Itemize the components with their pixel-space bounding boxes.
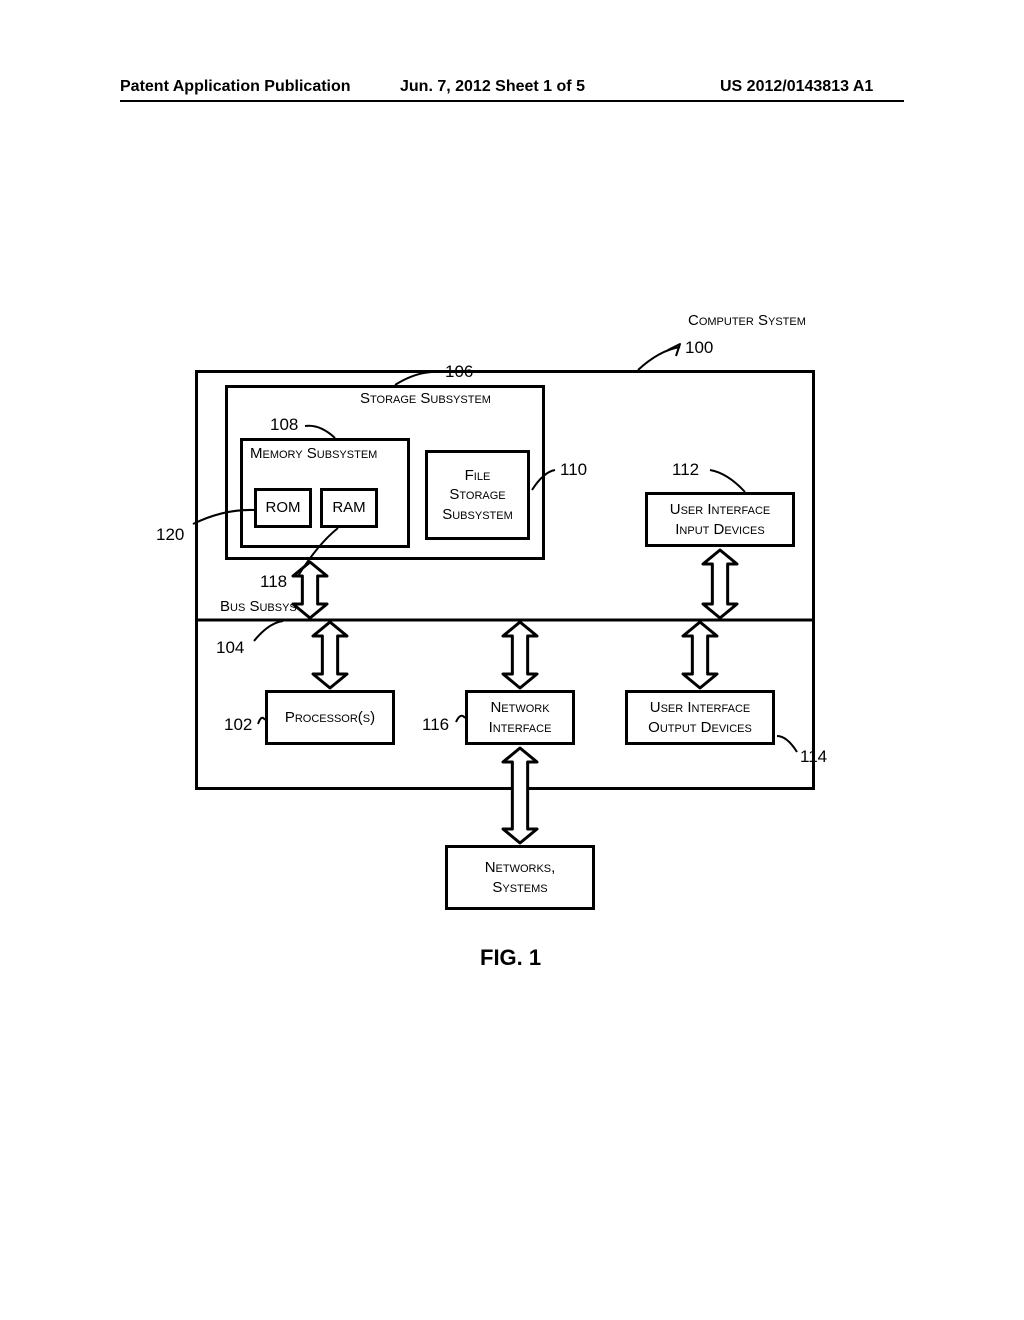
header-rule xyxy=(120,100,904,102)
header-right: US 2012/0143813 A1 xyxy=(720,78,873,96)
ref-108: 108 xyxy=(270,415,298,435)
networks-systems-box: Networks, Systems xyxy=(445,845,595,910)
network-interface-label: Network Interface xyxy=(489,698,552,737)
ram-label: RAM xyxy=(332,498,365,518)
ref-110: 110 xyxy=(560,460,587,480)
ref-116: 116 xyxy=(422,715,449,735)
processor-label: Processor(s) xyxy=(285,708,375,728)
ref-114: 114 xyxy=(800,747,827,767)
header-left: Patent Application Publication xyxy=(120,78,351,96)
bus-subsystem-label: Bus Subsystem xyxy=(220,598,320,615)
file-storage-box: File Storage Subsystem xyxy=(425,450,530,540)
ui-output-label: User Interface Output Devices xyxy=(648,698,752,737)
rom-box: ROM xyxy=(254,488,312,528)
ref-100: 100 xyxy=(685,338,713,358)
processor-box: Processor(s) xyxy=(265,690,395,745)
ui-input-label: User Interface Input Devices xyxy=(670,500,770,539)
storage-subsystem-label: Storage Subsystem xyxy=(360,390,491,407)
ref-120: 120 xyxy=(156,525,184,545)
network-interface-box: Network Interface xyxy=(465,690,575,745)
ref-118: 118 xyxy=(260,572,287,592)
memory-subsystem-label: Memory Subsystem xyxy=(250,445,377,462)
ref-106: 106 xyxy=(445,362,473,382)
computer-system-label: Computer System xyxy=(688,312,806,329)
ui-input-box: User Interface Input Devices xyxy=(645,492,795,547)
networks-systems-label: Networks, Systems xyxy=(485,858,556,897)
header-center: Jun. 7, 2012 Sheet 1 of 5 xyxy=(400,78,585,96)
rom-label: ROM xyxy=(266,498,301,518)
file-storage-label: File Storage Subsystem xyxy=(442,466,513,525)
ref-112: 112 xyxy=(672,460,699,480)
ui-output-box: User Interface Output Devices xyxy=(625,690,775,745)
ref-104: 104 xyxy=(216,638,244,658)
ref-102: 102 xyxy=(224,715,252,735)
figure-caption: FIG. 1 xyxy=(480,945,541,971)
page-root: Patent Application Publication Jun. 7, 2… xyxy=(0,0,1024,1320)
ram-box: RAM xyxy=(320,488,378,528)
